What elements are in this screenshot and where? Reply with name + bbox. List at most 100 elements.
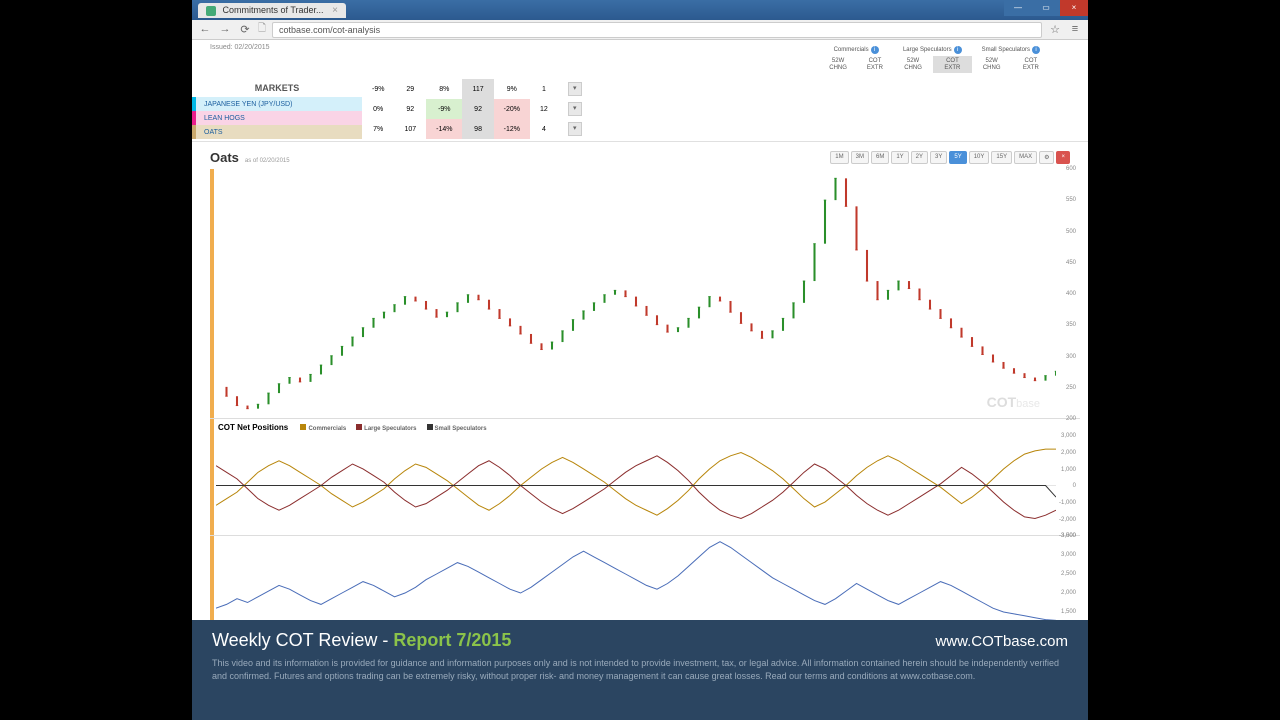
- market-row[interactable]: LEAN HOGS: [192, 111, 362, 125]
- y-tick: 250: [1066, 385, 1076, 391]
- range-button-3Y[interactable]: 3Y: [930, 151, 947, 164]
- col-cot[interactable]: COTEXTR: [1012, 56, 1050, 73]
- nav-back-button[interactable]: ←: [198, 23, 212, 37]
- window-close-button[interactable]: ×: [1060, 0, 1088, 16]
- y-tick: 2,500: [1061, 571, 1076, 577]
- price-chart[interactable]: 200 250 300 350 400 450 500 550 600 COTbase: [210, 169, 1080, 419]
- data-cell: -20%: [494, 99, 530, 119]
- data-cell: 117: [462, 79, 493, 99]
- y-tick: 1,500: [1061, 609, 1076, 615]
- tab-close-icon[interactable]: ×: [332, 5, 338, 16]
- y-tick: 1,000: [1061, 467, 1076, 473]
- favicon: [206, 6, 216, 16]
- range-button-MAX[interactable]: MAX: [1014, 151, 1037, 164]
- col-52w[interactable]: 52WCHNG: [819, 56, 857, 73]
- range-button-1Y[interactable]: 1Y: [891, 151, 908, 164]
- y-tick: 2,000: [1061, 450, 1076, 456]
- header-commercials: Commercialsi: [819, 44, 893, 56]
- data-cell: 29: [394, 79, 426, 99]
- menu-icon[interactable]: ≡: [1068, 23, 1082, 37]
- data-cell: 9%: [494, 79, 530, 99]
- address-bar: ← → ⟳ 🗋 ☆ ≡: [192, 20, 1088, 40]
- window-minimize-button[interactable]: —: [1004, 0, 1032, 16]
- data-cell: -9%: [426, 99, 462, 119]
- data-cell: 92: [462, 99, 493, 119]
- data-cell: 0%: [362, 99, 394, 119]
- data-cell: 4: [530, 119, 558, 139]
- data-cell: 12: [530, 99, 558, 119]
- nav-reload-button[interactable]: ⟳: [238, 23, 252, 37]
- watermark: COTbase: [987, 394, 1040, 410]
- url-input[interactable]: [272, 22, 1042, 38]
- y-tick: 450: [1066, 260, 1076, 266]
- header-large-spec: Large Speculatorsi: [893, 44, 972, 56]
- y-tick: 0: [1073, 483, 1076, 489]
- data-cell: -14%: [426, 119, 462, 139]
- data-cell: -9%: [362, 79, 394, 99]
- info-icon[interactable]: i: [954, 46, 962, 54]
- legend-item: Commercials: [300, 426, 346, 432]
- markets-title: MARKETS: [192, 79, 362, 97]
- col-cot[interactable]: COTEXTR: [857, 56, 893, 73]
- range-button-15Y[interactable]: 15Y: [991, 151, 1012, 164]
- bookmark-icon[interactable]: ☆: [1048, 23, 1062, 37]
- video-footer: Weekly COT Review - Report 7/2015 www.CO…: [192, 620, 1088, 720]
- market-row[interactable]: OATS: [192, 125, 362, 139]
- col-52w[interactable]: 52WCHNG: [893, 56, 933, 73]
- range-button-2Y[interactable]: 2Y: [911, 151, 928, 164]
- y-tick: 550: [1066, 197, 1076, 203]
- browser-titlebar: Commitments of Trader... × — ▭ ×: [192, 0, 1088, 20]
- data-cell: -12%: [494, 119, 530, 139]
- market-row[interactable]: JAPANESE YEN (JPY/USD): [192, 97, 362, 111]
- expand-button[interactable]: ▾: [568, 82, 582, 96]
- tab-title: Commitments of Trader...: [223, 5, 324, 15]
- expand-button[interactable]: ▾: [568, 102, 582, 116]
- header-small-spec: Small Speculatorsi: [972, 44, 1050, 56]
- expand-button[interactable]: ▾: [568, 122, 582, 136]
- col-52w[interactable]: 52WCHNG: [972, 56, 1012, 73]
- y-tick: 3,000: [1061, 552, 1076, 558]
- chart-settings-icon[interactable]: ⚙: [1039, 151, 1054, 164]
- info-icon[interactable]: i: [871, 46, 879, 54]
- window-maximize-button[interactable]: ▭: [1032, 0, 1060, 16]
- nav-forward-button[interactable]: →: [218, 23, 232, 37]
- footer-disclaimer: This video and its information is provid…: [212, 657, 1068, 682]
- chart-asof: as of 02/20/2015: [245, 158, 290, 164]
- footer-title: Weekly COT Review - Report 7/2015: [212, 630, 511, 651]
- y-tick: 600: [1066, 166, 1076, 172]
- range-button-6M[interactable]: 6M: [871, 151, 889, 164]
- y-tick: 3,000: [1061, 433, 1076, 439]
- legend-item: Large Speculators: [356, 426, 416, 432]
- data-cell: 107: [394, 119, 426, 139]
- y-tick: 300: [1066, 354, 1076, 360]
- y-tick: 3,500: [1061, 533, 1076, 539]
- legend-item: Small Speculators: [427, 426, 487, 432]
- page-icon: 🗋: [258, 21, 266, 38]
- cot-chart[interactable]: -3,000-2,000-1,00001,0002,0003,000: [210, 436, 1080, 536]
- info-icon[interactable]: i: [1032, 46, 1040, 54]
- range-button-5Y[interactable]: 5Y: [949, 151, 966, 164]
- chart-close-icon[interactable]: ×: [1056, 151, 1070, 164]
- footer-url: www.COTbase.com: [935, 633, 1068, 650]
- oi-chart[interactable]: 1,0001,5002,0002,5003,0003,500: [210, 536, 1080, 620]
- cot-label: COT Net Positions CommercialsLarge Specu…: [210, 419, 1080, 436]
- data-cell: 7%: [362, 119, 394, 139]
- issued-label: Issued: 02/20/2015: [210, 44, 270, 73]
- range-button-3M[interactable]: 3M: [851, 151, 869, 164]
- y-tick: -1,000: [1059, 500, 1076, 506]
- data-cell: 1: [530, 79, 558, 99]
- chart-title: Oats: [210, 150, 239, 165]
- data-cell: 98: [462, 119, 493, 139]
- y-tick: 500: [1066, 229, 1076, 235]
- y-tick: 350: [1066, 322, 1076, 328]
- y-tick: -2,000: [1059, 517, 1076, 523]
- range-button-1M[interactable]: 1M: [830, 151, 848, 164]
- y-tick: 200: [1066, 416, 1076, 422]
- y-tick: 400: [1066, 291, 1076, 297]
- data-cell: 8%: [426, 79, 462, 99]
- browser-tab[interactable]: Commitments of Trader... ×: [198, 3, 346, 18]
- col-cot[interactable]: COTEXTR: [933, 56, 971, 73]
- data-cell: 92: [394, 99, 426, 119]
- range-button-10Y[interactable]: 10Y: [969, 151, 990, 164]
- y-tick: 2,000: [1061, 590, 1076, 596]
